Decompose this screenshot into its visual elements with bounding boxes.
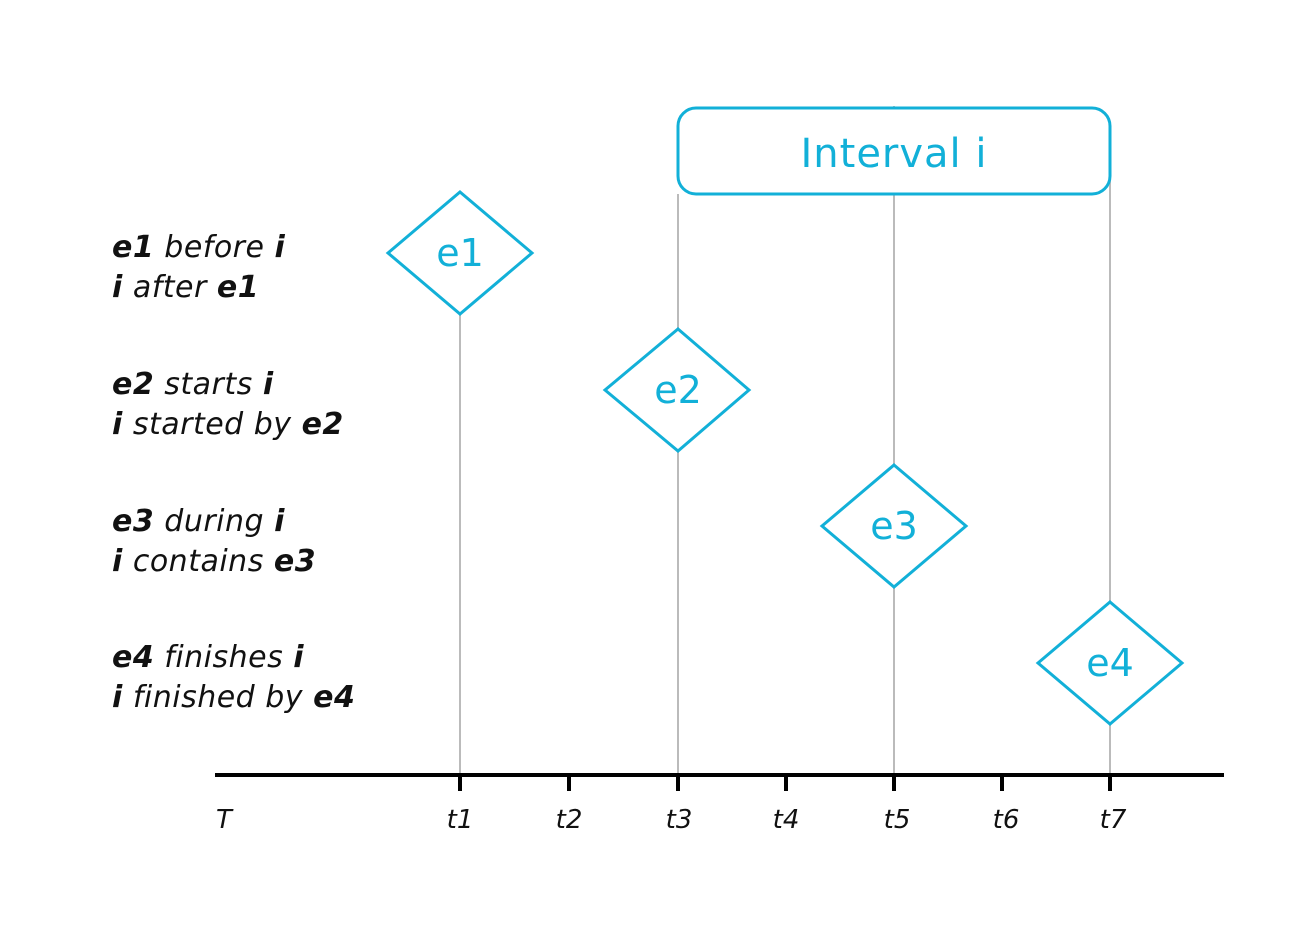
interval-label: Interval i	[800, 131, 987, 177]
event-e3-label: e3	[870, 504, 918, 548]
axis-label-T: T	[216, 805, 234, 835]
event-e4-diamond	[1035, 600, 1185, 726]
event-e4-label: e4	[1086, 641, 1134, 685]
event-e3-diamond	[819, 463, 969, 589]
tick-label-t6: t6	[993, 805, 1020, 835]
time-axis: T t1 t2 t3 t4 t5 t6 t7	[215, 773, 1224, 835]
relation-e3-line1: e3 during i	[112, 504, 285, 539]
relation-e2-line2: i started by e2	[112, 407, 344, 442]
event-e1-label: e1	[436, 231, 484, 275]
event-e1: e1	[385, 190, 535, 316]
event-e2: e2	[602, 327, 752, 453]
guide-lines	[459, 106, 1111, 775]
interval-rect	[676, 106, 1112, 196]
relation-e2-line1: e2 starts i	[112, 367, 274, 402]
interval-box: Interval i	[676, 106, 1112, 196]
tick-label-t5: t5	[884, 805, 911, 835]
event-e2-diamond	[602, 327, 752, 453]
relation-e1-line1: e1 before i	[112, 230, 286, 265]
tick-label-t7: t7	[1100, 805, 1127, 835]
relation-e1-line2: i after e1	[112, 270, 260, 305]
tick-label-t1: t1	[447, 805, 474, 835]
relation-e4-line2: i finished by e4	[112, 680, 356, 715]
tick-label-t4: t4	[773, 805, 800, 835]
event-e2-label: e2	[654, 368, 702, 412]
relation-e4-line1: e4 finishes i	[112, 640, 305, 675]
event-e3: e3	[819, 463, 969, 589]
relation-e3-line2: i contains e3	[112, 544, 317, 579]
tick-label-t2: t2	[556, 805, 583, 835]
tick-label-t3: t3	[666, 805, 693, 835]
event-e1-diamond	[385, 190, 535, 316]
event-e4: e4	[1035, 600, 1185, 726]
